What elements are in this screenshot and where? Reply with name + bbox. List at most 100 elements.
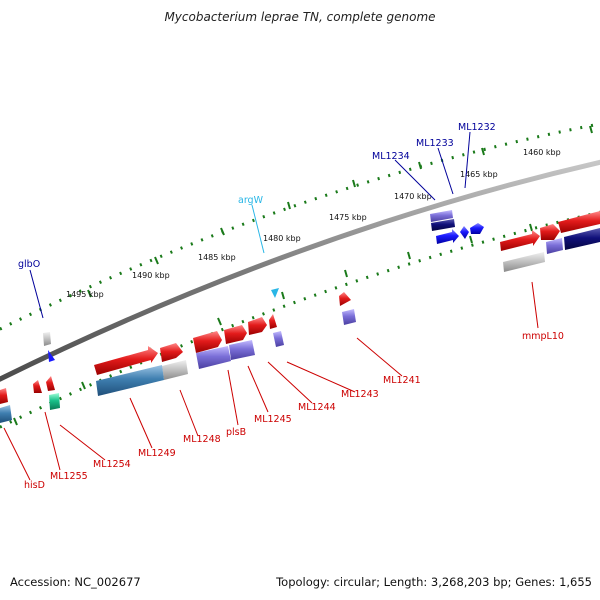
major-tick (589, 125, 593, 134)
gene-label-plsB[interactable]: plsB (226, 427, 246, 438)
topology-label: Topology: circular; Length: 3,268,203 bp… (276, 575, 592, 589)
gene-label-hisD[interactable]: hisD (24, 480, 45, 491)
gene-arrow[interactable] (269, 314, 277, 329)
leader-line (464, 131, 471, 189)
gene-label-ML1249[interactable]: ML1249 (138, 448, 176, 459)
gene-arrow[interactable] (460, 226, 469, 239)
gene-arrow[interactable] (160, 343, 183, 362)
gene-arrow[interactable] (503, 252, 545, 272)
leader-line (29, 269, 44, 319)
major-tick (13, 417, 18, 426)
gene-label-ML1248[interactable]: ML1248 (183, 434, 221, 445)
gene-arrow[interactable] (0, 405, 12, 423)
leader-line (3, 427, 31, 481)
gene-label-ML1245[interactable]: ML1245 (254, 414, 292, 425)
gene-arrow[interactable] (500, 230, 540, 251)
gene-label-mmpL10[interactable]: mmpL10 (522, 331, 564, 342)
gene-label-glbO[interactable]: glbO (18, 259, 40, 270)
gene-arrow[interactable] (229, 340, 255, 360)
scale-label: 1465 kbp (460, 170, 498, 179)
gene-label-ML1243[interactable]: ML1243 (341, 389, 379, 400)
gene-arrow[interactable] (273, 331, 284, 347)
major-tick (154, 256, 159, 265)
scale-label: 1460 kbp (523, 148, 561, 157)
gene-arrow[interactable] (43, 332, 51, 346)
gene-arrow[interactable] (224, 325, 247, 344)
gene-arrow[interactable] (540, 224, 560, 240)
major-tick (217, 317, 222, 326)
major-tick (407, 251, 411, 260)
leader-line (179, 389, 199, 437)
gene-arrow[interactable] (436, 229, 459, 244)
leader-lines (3, 131, 539, 481)
gene-label-ML1234[interactable]: ML1234 (372, 151, 410, 162)
scale-label: 1480 kbp (263, 234, 301, 243)
major-tick (418, 161, 422, 170)
major-tick (287, 201, 291, 210)
major-tick (529, 223, 533, 232)
leader-line (129, 397, 153, 449)
major-tick (87, 289, 92, 298)
gene-label-ML1254[interactable]: ML1254 (93, 459, 131, 470)
leader-line (356, 337, 403, 377)
gene-arrow[interactable] (430, 210, 453, 222)
gene-arrow[interactable] (546, 238, 563, 254)
gene-arrow[interactable] (48, 350, 55, 362)
major-tick (344, 269, 348, 278)
gene-arrow[interactable] (339, 292, 351, 306)
trna-marker-argW[interactable] (271, 288, 279, 298)
gene-label-argW[interactable]: argW (238, 195, 264, 206)
gene-arrow[interactable] (96, 365, 164, 396)
leader-line (437, 147, 454, 195)
gene-label-ML1232[interactable]: ML1232 (458, 122, 496, 133)
gene-arrow[interactable] (0, 388, 8, 404)
gene-arrow[interactable] (94, 346, 158, 375)
scale-label: 1475 kbp (329, 213, 367, 222)
gene-arrow[interactable] (342, 309, 356, 325)
scale-label: 1470 kbp (394, 192, 432, 201)
major-tick (469, 235, 473, 244)
gene-arrow[interactable] (248, 317, 267, 335)
major-tick (281, 291, 285, 300)
gene-arrow[interactable] (196, 346, 231, 369)
leader-line (227, 369, 239, 426)
outer-major-ticks (87, 125, 593, 298)
leader-line (531, 281, 539, 329)
gene-cluster-central (94, 314, 284, 396)
gene-arrow[interactable] (49, 393, 60, 410)
gene-arrow[interactable] (46, 376, 55, 391)
major-tick (481, 147, 485, 156)
gene-arrow[interactable] (564, 228, 600, 250)
gene-label-ML1255[interactable]: ML1255 (50, 471, 88, 482)
gene-label-ML1244[interactable]: ML1244 (298, 402, 336, 413)
gene-arrow[interactable] (193, 331, 222, 353)
gene-cluster-left (0, 332, 60, 423)
leader-line (247, 365, 269, 413)
leader-line (267, 361, 313, 404)
gene-cluster-mmpL10 (500, 211, 600, 272)
major-tick (220, 227, 225, 236)
map-title: Mycobacterium leprae TN, complete genome (164, 10, 436, 24)
gene-arrow[interactable] (558, 211, 600, 233)
gene-arrow[interactable] (470, 223, 484, 234)
gene-arrow[interactable] (33, 380, 42, 393)
leader-line (59, 424, 106, 461)
major-tick (81, 381, 86, 390)
leader-line (251, 204, 265, 254)
leader-line (286, 361, 356, 393)
scale-label: 1490 kbp (132, 271, 170, 280)
genome-backbone (0, 159, 600, 382)
gene-arrow[interactable] (431, 219, 455, 231)
gene-arrow[interactable] (162, 360, 188, 380)
gene-label-ML1233[interactable]: ML1233 (416, 138, 454, 149)
gene-label-ML1241[interactable]: ML1241 (383, 375, 421, 386)
scale-label: 1485 kbp (198, 253, 236, 262)
major-tick (352, 179, 356, 188)
leader-line (394, 159, 436, 201)
scale-label: 1495 kbp (66, 290, 104, 299)
outer-scale-ring (0, 122, 600, 331)
accession-label: Accession: NC_002677 (10, 575, 141, 589)
gene-cluster-upper-right (430, 210, 484, 244)
leader-line (44, 411, 61, 471)
